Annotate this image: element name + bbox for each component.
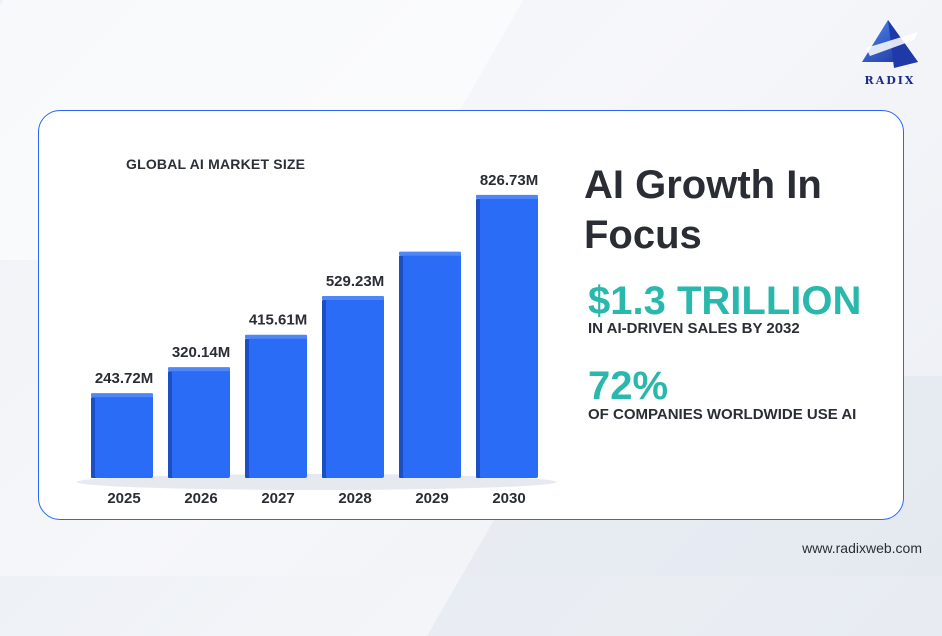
bar-top: [245, 334, 307, 339]
bar: [249, 336, 307, 478]
bar-value-label: 415.61M: [249, 312, 307, 329]
x-tick-label: 2029: [415, 490, 448, 507]
bar-top: [476, 194, 538, 199]
stat-desc-companies: OF COMPANIES WORLDWIDE USE AI: [588, 406, 857, 423]
stat-desc-sales: IN AI-DRIVEN SALES BY 2032: [588, 320, 800, 337]
bar: [172, 369, 230, 478]
headline: AI Growth In Focus: [584, 163, 822, 257]
bar: [480, 196, 538, 478]
x-tick-label: 2030: [492, 490, 525, 507]
x-tick-label: 2025: [107, 490, 140, 507]
pyramid-icon: [862, 20, 918, 68]
bar-value-label: 529.23M: [326, 273, 384, 290]
website-url[interactable]: www.radixweb.com: [802, 540, 922, 556]
bar-top: [399, 251, 461, 256]
bar-chart: 243.72M 2025 320.14M 2026 415.61M 2027 529.23M…: [76, 172, 557, 507]
radix-logo: RADIX: [850, 18, 930, 90]
stat-value-companies: 72%: [588, 364, 669, 408]
bar-top: [322, 296, 384, 301]
logo-text: RADIX: [864, 74, 916, 87]
x-tick-label: 2028: [338, 490, 371, 507]
x-tick-label: 2026: [184, 490, 217, 507]
bar: [95, 395, 153, 478]
bar: [403, 253, 461, 478]
chart-title: GLOBAL AI MARKET SIZE: [126, 156, 306, 172]
bar-value-label: 243.72M: [95, 370, 153, 387]
x-tick-label: 2027: [261, 490, 294, 507]
bar-top: [91, 393, 153, 398]
stat-value-sales: $1.3 TRILLION: [588, 279, 862, 323]
bar-value-label: 320.14M: [172, 344, 230, 361]
bar-top: [168, 367, 230, 372]
bar: [326, 298, 384, 478]
bar-value-label: 826.73M: [480, 172, 538, 189]
